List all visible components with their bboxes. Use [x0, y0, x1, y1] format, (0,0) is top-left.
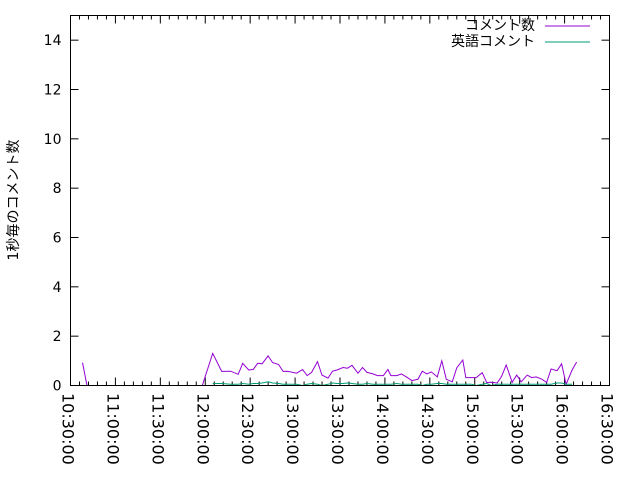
y-tick-label: 8: [53, 181, 62, 197]
x-tick-label: 10:30:00: [59, 393, 78, 465]
x-tick-label: 11:00:00: [103, 393, 122, 465]
y-tick-label: 14: [44, 33, 62, 49]
legend-label: コメント数: [465, 18, 535, 34]
x-tick-label: 16:00:00: [553, 393, 572, 465]
y-tick-label: 10: [44, 132, 62, 148]
x-tick-label: 13:30:00: [328, 393, 347, 465]
y-tick-label: 0: [53, 379, 62, 395]
axis-ticks: [70, 15, 610, 386]
x-tick-label: 12:00:00: [193, 393, 212, 465]
x-tick-label: 12:30:00: [238, 393, 257, 465]
y-tick-labels: 0 2 4 6 8 10 12 14: [44, 33, 62, 394]
x-tick-label: 14:30:00: [418, 393, 437, 465]
x-tick-label: 13:00:00: [283, 393, 302, 465]
series-line-2: [212, 381, 573, 387]
series-line-1: [82, 362, 88, 386]
x-tick-label: 15:00:00: [463, 393, 482, 465]
series-lines: [82, 352, 578, 387]
y-tick-label: 6: [53, 231, 62, 247]
x-tick-label: 14:00:00: [373, 393, 392, 465]
y-tick-label: 12: [44, 83, 62, 99]
x-tick-label: 16:30:00: [598, 393, 617, 465]
x-tick-labels: 10:30:00 11:00:00 11:30:00 12:00:00 12:30:00…: [59, 393, 617, 465]
y-tick-label: 2: [53, 329, 62, 345]
plot-border: [70, 15, 610, 386]
y-tick-label: 4: [53, 280, 62, 296]
x-tick-label: 11:30:00: [148, 393, 167, 465]
legend-label: 英語コメント: [451, 33, 535, 50]
series-line-1: [185, 352, 578, 386]
y-axis-label: 1秒毎のコメント数: [6, 140, 22, 261]
x-tick-label: 15:30:00: [508, 393, 527, 465]
